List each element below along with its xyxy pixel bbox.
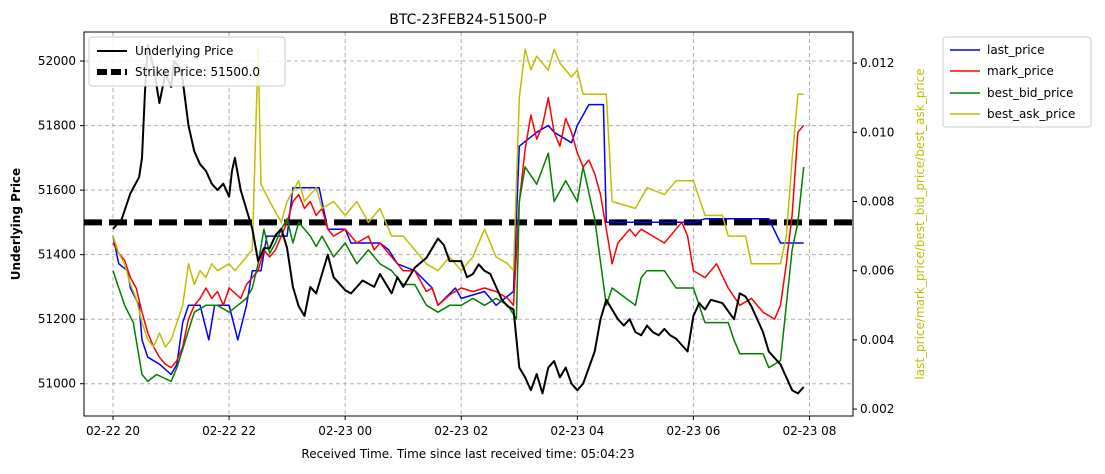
- left-tick-label: 51400: [38, 248, 76, 262]
- legend-box: [942, 36, 1092, 128]
- plot-frame: [83, 31, 854, 417]
- right-tick-label: 0.012: [860, 56, 894, 70]
- legend-label-strike: Strike Price: 51500.0: [135, 65, 260, 79]
- legend-underlying: Underlying Price Strike Price: 51500.0: [88, 36, 286, 87]
- left-tick-label: 51200: [38, 312, 76, 326]
- series-line-mark-price: [112, 96, 805, 369]
- right-tick-label: 0.006: [860, 264, 894, 278]
- legend-label-best-ask: best_ask_price: [987, 107, 1075, 121]
- series-line-last-price: [112, 103, 804, 376]
- legend-label-underlying: Underlying Price: [135, 44, 233, 58]
- legend-label-mark-price: mark_price: [987, 64, 1054, 78]
- x-tick-label: 02-23 04: [550, 424, 604, 438]
- left-axis-label: Underlying Price: [9, 168, 23, 280]
- legend-label-best-bid: best_bid_price: [987, 86, 1073, 100]
- x-axis-label: Received Time. Time since last received …: [301, 447, 634, 461]
- legend-label-last-price: last_price: [987, 43, 1045, 57]
- x-tick-label: 02-23 02: [434, 424, 488, 438]
- left-tick-label: 51800: [38, 119, 76, 133]
- right-axis-label: last_price/mark_price/best_bid_price/bes…: [913, 68, 927, 379]
- left-tick-label: 51600: [38, 183, 76, 197]
- chart-title: BTC-23FEB24-51500-P: [389, 12, 546, 28]
- right-tick-label: 0.002: [860, 402, 894, 416]
- x-tick-label: 02-22 20: [86, 424, 140, 438]
- right-tick-label: 0.010: [860, 125, 894, 139]
- legend-box: [88, 36, 286, 87]
- series-layer: [84, 43, 853, 395]
- axis-layer: 02-22 20 02-22 22 02-23 00 02-23 02 02-23 04…: [38, 54, 895, 438]
- series-line-best-ask-price: [112, 48, 804, 348]
- left-tick-label: 51000: [38, 377, 76, 391]
- left-tick-label: 52000: [38, 54, 76, 68]
- x-tick-label: 02-23 00: [318, 424, 372, 438]
- x-tick-label: 02-23 08: [782, 424, 836, 438]
- legend-option-prices: last_price mark_price best_bid_price bes…: [942, 36, 1092, 128]
- right-tick-label: 0.008: [860, 195, 894, 209]
- x-tick-label: 02-23 06: [666, 424, 720, 438]
- series-line-best-bid-price: [112, 152, 805, 383]
- right-tick-label: 0.004: [860, 333, 894, 347]
- series-line-underlying-price: [112, 43, 805, 395]
- x-tick-label: 02-22 22: [202, 424, 256, 438]
